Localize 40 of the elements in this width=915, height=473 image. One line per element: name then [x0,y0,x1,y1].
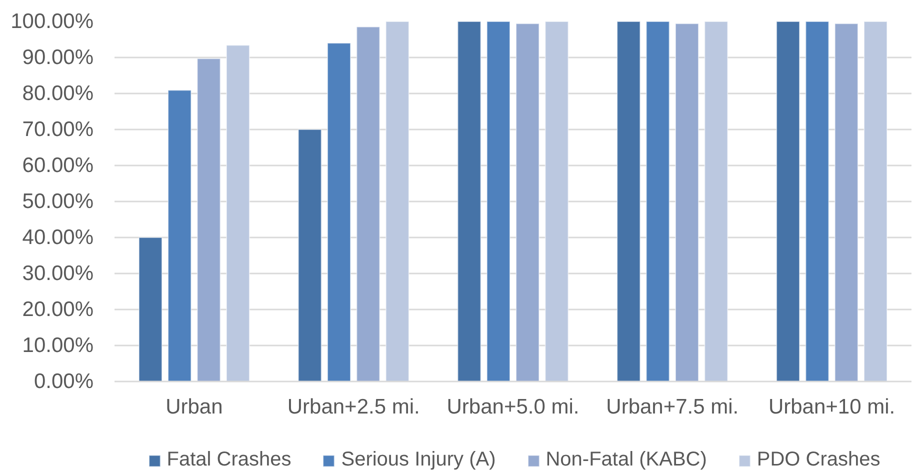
legend-label: Fatal Crashes [166,448,292,472]
bar [805,22,830,382]
bar [457,22,482,382]
y-tick-label: 60.00% [22,154,94,177]
bar [298,129,322,382]
y-tick-label: 90.00% [22,46,94,69]
bar [385,22,410,382]
bar [646,22,670,382]
bar [834,23,858,382]
legend-label: Non-Fatal (KABC) [546,448,707,472]
bar [486,22,510,382]
y-tick-label: 80.00% [22,82,94,105]
bar [226,44,250,382]
y-tick-label: 70.00% [22,118,94,141]
y-tick-label: 20.00% [22,298,94,321]
bar [616,22,641,382]
y-tick-label: 10.00% [22,334,94,357]
bar [327,42,351,382]
bar [356,26,380,382]
x-tick-label: Urban+10 mi. [768,396,896,418]
bar [516,23,540,382]
legend-label: PDO Crashes [756,448,880,472]
x-tick-label: Urban+2.5 mi. [287,396,420,418]
bar [776,22,800,382]
bar [675,23,699,382]
y-tick-label: 40.00% [22,226,94,249]
y-tick-label: 30.00% [22,262,94,285]
y-tick-label: 0.00% [34,370,94,393]
y-tick-label: 100.00% [10,10,94,33]
bar [138,237,162,382]
x-tick-label: Urban+7.5 mi. [606,396,739,418]
bar [196,58,221,382]
x-tick-label: Urban [166,396,223,418]
bar [704,22,728,382]
bar [544,22,569,382]
x-tick-label: Urban+5.0 mi. [446,396,580,418]
legend-label: Serious Injury (A) [341,448,496,472]
bar [864,22,888,382]
bar [168,90,192,382]
y-tick-label: 50.00% [22,190,94,213]
